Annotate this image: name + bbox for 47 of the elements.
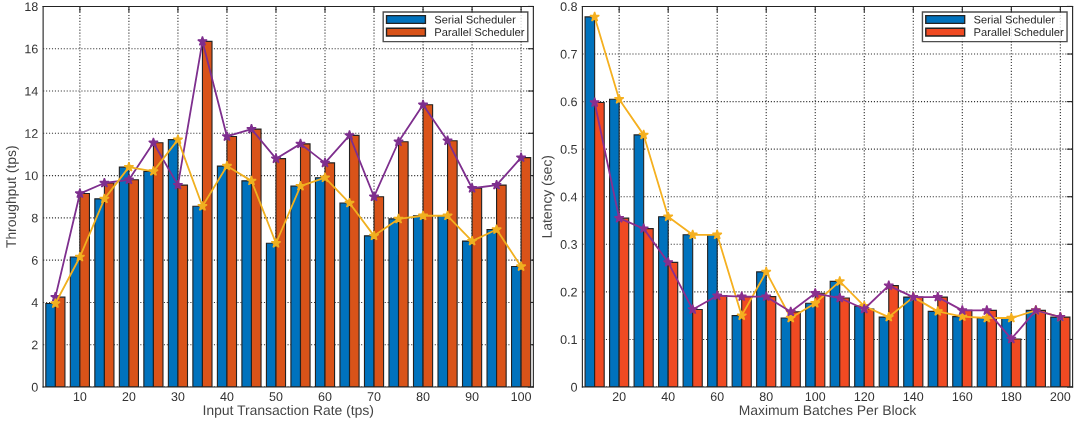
x-tick-label: 90 (465, 392, 479, 402)
y-tick-label: 0 (31, 382, 38, 392)
legend-label: Serial Scheduler (434, 15, 516, 24)
y-tick-label: 0 (571, 382, 578, 392)
x-tick-label: 40 (220, 392, 234, 402)
x-tick-label: 20 (612, 392, 626, 402)
y-tick-label: 16 (25, 44, 38, 54)
x-tick-label: 100 (511, 392, 532, 402)
x-axis-title: Maximum Batches Per Block (739, 404, 917, 416)
y-tick-label: 18 (25, 2, 38, 12)
x-tick-label: 10 (73, 392, 87, 402)
y-tick-label: 0.7 (560, 49, 577, 59)
x-tick-label: 140 (903, 392, 924, 402)
y-tick-label: 0.4 (560, 192, 578, 202)
legend-label: Parallel Scheduler (435, 27, 525, 37)
y-tick-label: 0.5 (560, 144, 577, 154)
x-tick-label: 60 (318, 392, 332, 402)
x-tick-label: 60 (710, 392, 724, 402)
y-tick-label: 12 (25, 129, 38, 138)
x-axis-title: Input Transaction Rate (tps) (203, 404, 374, 418)
legend-label: Parallel Scheduler (974, 27, 1064, 37)
x-tick-label: 80 (759, 392, 773, 402)
x-tick-label: 30 (171, 392, 185, 402)
y-tick-label: 2 (31, 340, 38, 350)
legend-label: Serial Scheduler (974, 15, 1055, 24)
y-tick-label: 0.3 (560, 240, 577, 249)
x-tick-label: 70 (367, 392, 381, 402)
x-tick-label: 20 (122, 392, 136, 402)
x-tick-label: 160 (952, 392, 973, 402)
y-tick-label: 14 (25, 86, 38, 96)
y-tick-label: 0.6 (560, 97, 577, 107)
x-tick-label: 200 (1050, 392, 1071, 402)
y-tick-label: 8 (31, 213, 38, 223)
y-tick-label: 10 (25, 171, 38, 181)
x-tick-label: 180 (1001, 392, 1022, 402)
y-axis-title: Latency (sec) (541, 155, 555, 238)
x-tick-label: 40 (661, 392, 675, 402)
y-tick-label: 4 (31, 298, 38, 307)
y-tick-label: 6 (31, 255, 38, 265)
y-tick-label: 0.2 (560, 287, 577, 297)
x-tick-label: 100 (805, 392, 826, 402)
y-tick-label: 0.8 (560, 2, 577, 12)
y-axis-title: Throughput (tps) (5, 146, 19, 248)
x-tick-label: 120 (854, 392, 875, 402)
x-tick-label: 80 (416, 392, 430, 402)
x-tick-label: 50 (269, 392, 283, 402)
y-tick-label: 0.1 (560, 335, 577, 345)
